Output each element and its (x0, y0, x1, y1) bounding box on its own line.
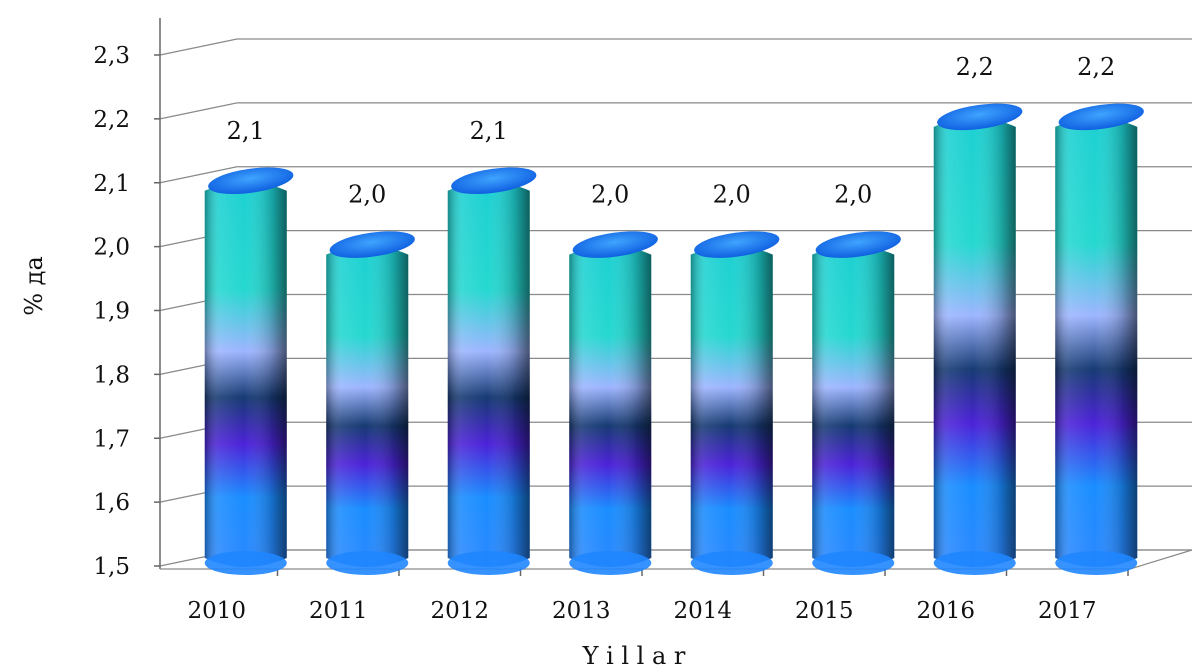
bar-bottom (569, 551, 652, 575)
grid-line (159, 293, 1192, 312)
bar-2010 (204, 167, 294, 575)
y-tick-label: 1,6 (93, 490, 130, 516)
bar-cap (329, 231, 415, 258)
bar-shading (326, 245, 409, 567)
bar-cap (451, 167, 537, 195)
grid-layer (159, 38, 1192, 567)
bar-cap (694, 231, 780, 258)
x-tick-label-2015: 2015 (795, 598, 854, 624)
bar-shading (933, 117, 1016, 567)
value-label-2013: 2,0 (591, 181, 629, 209)
grid-line (159, 102, 1192, 120)
y-tick-label: 1,8 (93, 362, 130, 388)
labels-layer: 1,5 1,6 1,7 1,8 1,9 2,0 2,1 2,2 2,3 2,1 2010 2,0 201… (93, 43, 1115, 624)
bar-2015 (812, 231, 901, 575)
bar-bottom (326, 551, 409, 575)
bar-bottom (690, 551, 773, 575)
bar-2014 (690, 231, 780, 575)
value-label-2010: 2,1 (227, 117, 265, 145)
bar-bottom (447, 551, 530, 575)
bar-cap (1058, 103, 1144, 131)
x-tick-label-2013: 2013 (552, 598, 611, 624)
value-label-2011: 2,0 (348, 181, 386, 209)
x-tick-label-2014: 2014 (673, 598, 732, 624)
grid-line (159, 485, 1192, 503)
bar-bottom (1055, 551, 1138, 575)
bar-shading (690, 245, 773, 567)
grid-line (159, 230, 1192, 248)
bar-2016 (933, 103, 1023, 575)
bar-cap (208, 167, 294, 195)
bar-2013 (569, 231, 658, 575)
bar-2017 (1055, 103, 1144, 575)
bar-cap (815, 231, 901, 258)
grid-line (159, 38, 1192, 56)
y-tick-label: 1,7 (93, 426, 130, 452)
bar-shading (447, 181, 530, 567)
x-tick-label-2017: 2017 (1038, 598, 1097, 624)
x-axis-title: Y i l l a r (582, 642, 686, 668)
bar-2011 (326, 231, 415, 575)
y-axis-title: % да (20, 256, 48, 316)
grid-line (159, 166, 1192, 184)
grid-line (159, 421, 1192, 439)
x-tick-label-2011: 2011 (309, 598, 368, 624)
x-tick-label-2016: 2016 (916, 598, 975, 624)
grid-line (159, 549, 1192, 567)
bar-shading (812, 245, 895, 567)
bar-cap (572, 231, 658, 258)
y-tick-label: 1,9 (93, 299, 130, 325)
bar-2012 (447, 167, 537, 575)
y-tick-label: 2,3 (93, 43, 130, 69)
bar-shading (204, 181, 287, 567)
y-tick-label: 1,5 (93, 554, 130, 580)
y-tick-label: 2,1 (93, 171, 130, 197)
value-label-2016: 2,2 (956, 53, 994, 81)
floor-right-line (1129, 549, 1193, 570)
value-label-2012: 2,1 (470, 117, 508, 145)
bar-cap (937, 103, 1023, 131)
axis-layer (154, 18, 1193, 576)
bar-shading (569, 245, 652, 567)
value-label-2014: 2,0 (713, 181, 751, 209)
bar-bottom (812, 551, 895, 575)
bars-layer (204, 103, 1144, 575)
bar-bottom (933, 551, 1016, 575)
grid-line (159, 357, 1192, 375)
bar-bottom (204, 551, 287, 575)
y-tick-label: 2,2 (93, 107, 130, 133)
value-label-2015: 2,0 (834, 181, 872, 209)
y-tick-label: 2,0 (93, 235, 130, 261)
x-tick-label-2010: 2010 (187, 598, 246, 624)
x-tick-label-2012: 2012 (430, 598, 489, 624)
value-label-2017: 2,2 (1077, 53, 1115, 81)
bar-shading (1055, 117, 1138, 567)
